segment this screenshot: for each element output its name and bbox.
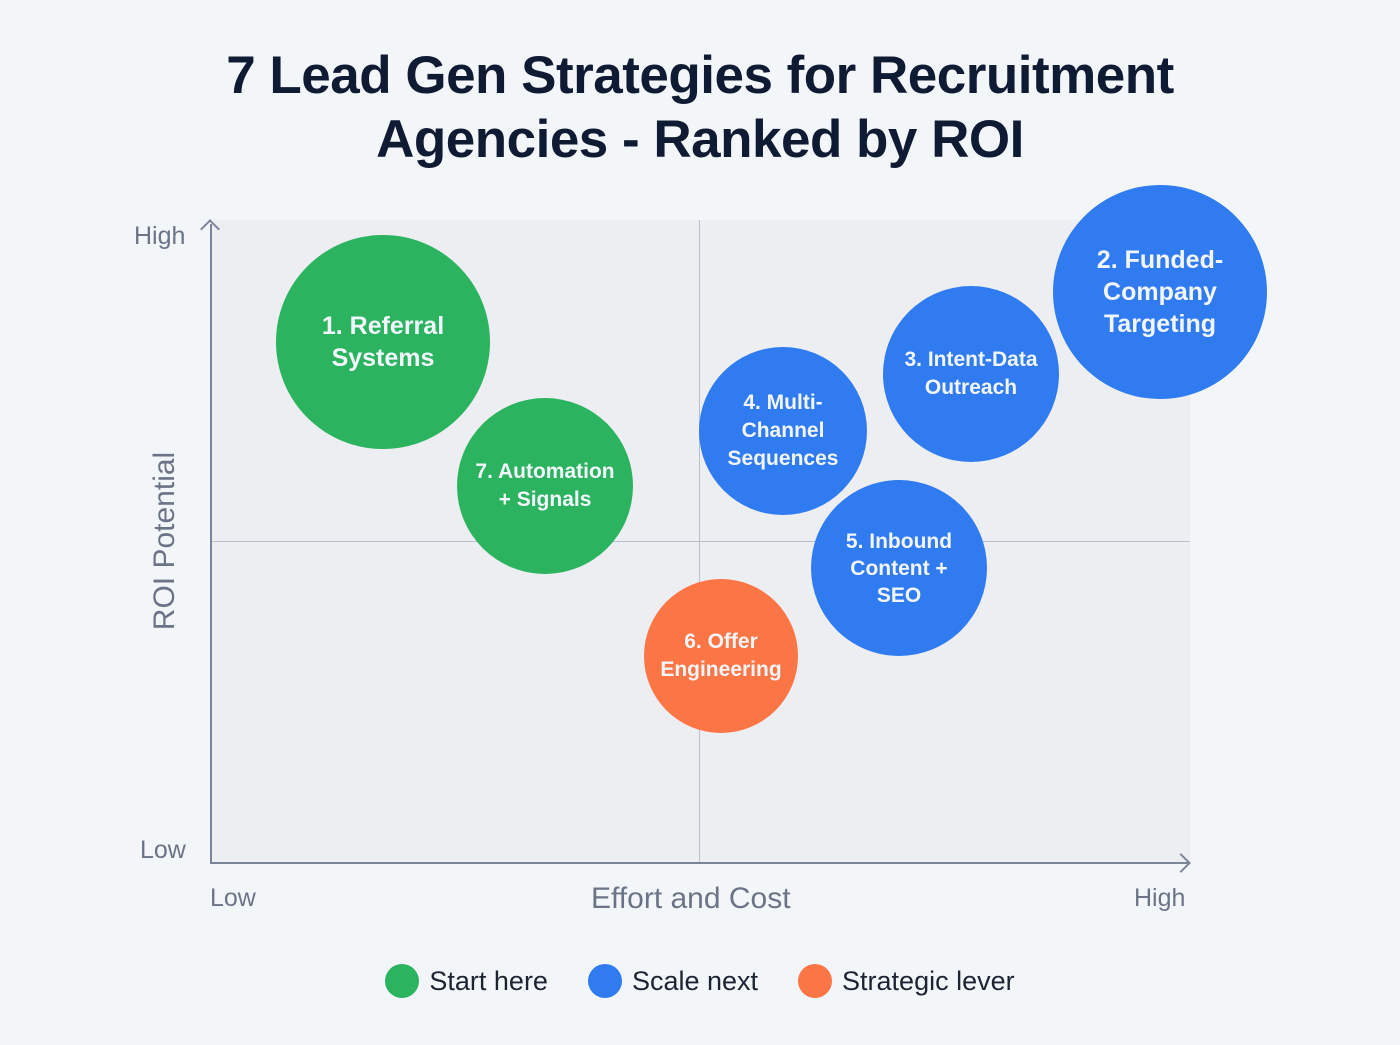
bubble-inbound-content-seo: 5. Inbound Content + SEO xyxy=(811,480,987,656)
green-dot-icon xyxy=(385,964,420,998)
y-axis-low-label: Low xyxy=(140,836,186,864)
bubble-intent-data-outreach: 3. Intent-Data Outreach xyxy=(883,286,1059,462)
x-axis-line xyxy=(210,862,1188,864)
bubble-funded-company-targeting: 2. Funded- Company Targeting xyxy=(1053,185,1267,399)
bubble-offer-engineering: 6. Offer Engineering xyxy=(644,579,798,733)
legend-item-strategic-lever: Strategic lever xyxy=(798,964,1015,998)
legend-item-scale-next: Scale next xyxy=(587,964,758,998)
title-line-2: Agencies - Ranked by ROI xyxy=(376,110,1024,169)
bubble-referral-systems: 1. Referral Systems xyxy=(276,235,490,449)
legend: Start here Scale next Strategic lever xyxy=(0,964,1400,998)
bubble-automation-signals: 7. Automation + Signals xyxy=(457,398,633,574)
x-axis-title: Effort and Cost xyxy=(591,882,791,915)
y-axis-title: ROI Potential xyxy=(148,451,181,631)
blue-dot-icon xyxy=(587,964,622,998)
x-axis-high-label: High xyxy=(1134,884,1186,912)
chart-title: 7 Lead Gen Strategies for Recruitment Ag… xyxy=(0,44,1400,172)
y-axis-high-label: High xyxy=(134,222,186,250)
legend-item-start-here: Start here xyxy=(385,964,548,998)
orange-dot-icon xyxy=(798,964,833,998)
y-axis-line xyxy=(210,224,212,864)
quadrant-divider-horizontal xyxy=(210,541,1190,542)
bubble-multi-channel-sequences: 4. Multi- Channel Sequences xyxy=(699,347,867,515)
title-line-1: 7 Lead Gen Strategies for Recruitment xyxy=(226,46,1174,105)
x-axis-low-label: Low xyxy=(210,884,256,912)
